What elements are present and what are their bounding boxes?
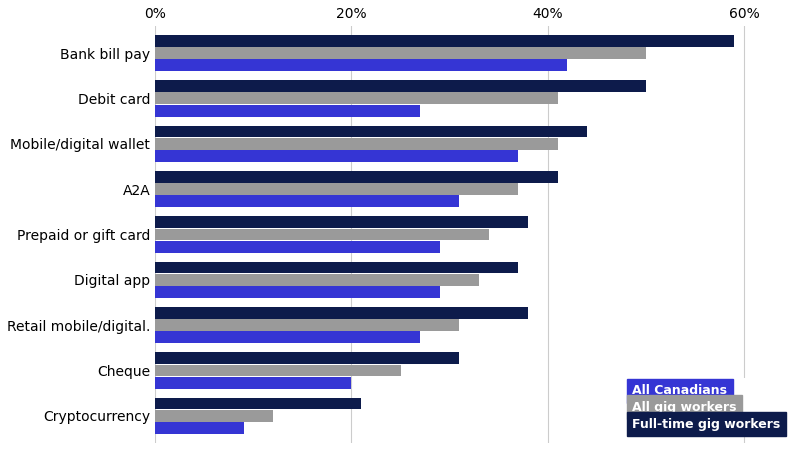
Bar [155, 241, 440, 252]
Legend: All Canadians, All gig workers, Full-time gig workers: All Canadians, All gig workers, Full-tim… [621, 378, 787, 437]
Bar [155, 422, 243, 434]
Bar [155, 216, 528, 228]
Bar [155, 105, 420, 117]
Bar [155, 364, 401, 376]
Bar [155, 352, 459, 364]
Bar [155, 195, 459, 207]
Bar [155, 138, 558, 149]
Bar [155, 307, 528, 319]
Bar [155, 35, 734, 47]
Bar [155, 92, 558, 104]
Bar [155, 377, 351, 389]
Bar [155, 332, 420, 343]
Bar [155, 261, 518, 274]
Bar [155, 171, 558, 183]
Bar [155, 126, 587, 137]
Bar [155, 319, 459, 331]
Bar [155, 183, 518, 195]
Bar [155, 80, 646, 92]
Bar [155, 150, 518, 162]
Bar [155, 47, 646, 59]
Bar [155, 410, 273, 422]
Bar [155, 286, 440, 298]
Bar [155, 398, 362, 410]
Bar [155, 274, 479, 286]
Bar [155, 59, 567, 71]
Bar [155, 229, 489, 240]
